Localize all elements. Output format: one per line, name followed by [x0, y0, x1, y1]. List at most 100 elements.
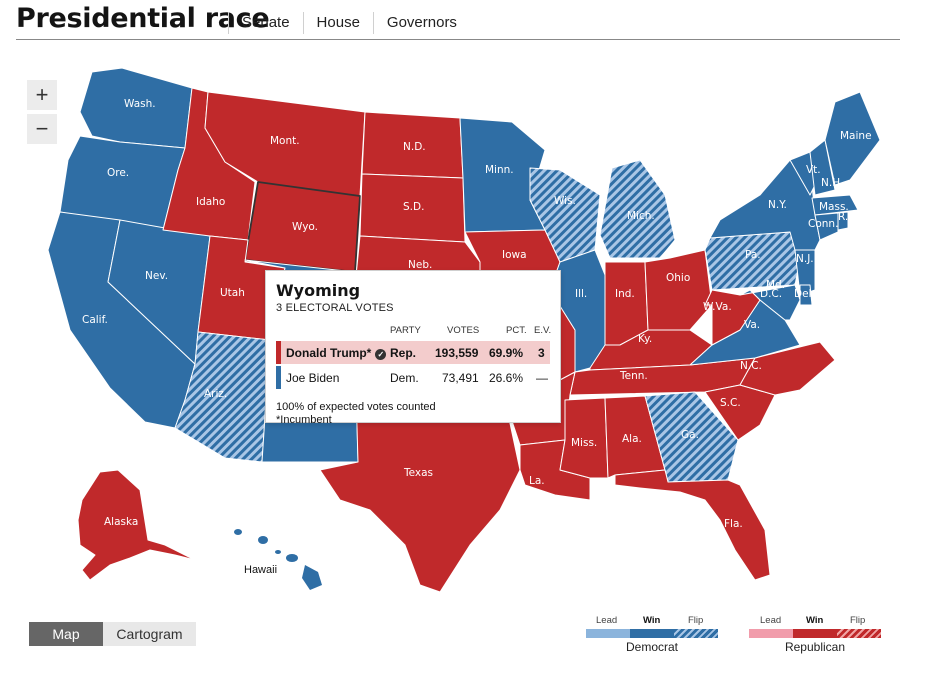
label-ga: Ga. — [681, 429, 699, 441]
state-mich[interactable] — [599, 159, 676, 259]
dem-win-swatch — [630, 629, 674, 638]
state-sc[interactable] — [704, 384, 776, 441]
label-ky: Ky. — [638, 333, 652, 345]
label-maine: Maine — [840, 130, 872, 142]
label-ore: Ore. — [107, 167, 129, 179]
dem-flip-swatch — [674, 629, 718, 638]
legend-flip: Flip — [688, 615, 704, 626]
democrat-legend: Lead Win Flip Democrat — [586, 615, 718, 654]
candidate-votes: 73,491 — [442, 371, 479, 385]
label-nev: Nev. — [145, 270, 168, 282]
label-ariz: Ariz. — [204, 388, 227, 400]
state-conn[interactable] — [814, 212, 839, 241]
page-header: Presidential race Senate House Governors — [16, 0, 900, 40]
label-miss: Miss. — [571, 437, 597, 449]
label-ri: R.I. — [838, 211, 855, 223]
cartogram-view-button[interactable]: Cartogram — [103, 622, 196, 646]
candidate-ev: — — [536, 371, 548, 385]
label-nd: N.D. — [403, 141, 426, 153]
zoom-in-button[interactable]: + — [27, 80, 57, 110]
state-ohio[interactable] — [644, 249, 713, 331]
candidate-name: Joe Biden — [286, 371, 340, 385]
legend-lead: Lead — [596, 615, 618, 626]
state-alaska[interactable] — [77, 469, 196, 581]
rep-lead-swatch — [749, 629, 793, 638]
label-wva: W.Va. — [703, 301, 732, 313]
legend-win: Win — [806, 615, 824, 626]
label-wyo: Wyo. — [292, 221, 318, 233]
label-idaho: Idaho — [196, 196, 225, 208]
label-la: La. — [529, 475, 545, 487]
header-ev: E.V. — [534, 325, 552, 336]
label-wis: Wis. — [554, 195, 576, 207]
legend-swatches — [586, 629, 718, 638]
label-utah: Utah — [220, 287, 245, 299]
candidate-votes: 193,559 — [435, 346, 479, 360]
label-neb: Neb. — [408, 259, 432, 271]
state-md[interactable] — [739, 284, 801, 321]
state-labels: Wash. Ore. Calif. Nev. Idaho Mont. Wyo. … — [82, 98, 872, 576]
label-mont: Mont. — [270, 135, 300, 147]
tab-house[interactable]: House — [302, 12, 373, 34]
tooltip-table-header: PARTY VOTES PCT. E.V. — [276, 323, 552, 339]
winner-check-icon: ✓ — [375, 349, 387, 360]
tab-governors[interactable]: Governors — [372, 12, 470, 34]
rep-win-swatch — [793, 629, 837, 638]
label-sd: S.D. — [403, 201, 424, 213]
legend-flip: Flip — [850, 615, 866, 626]
zoom-out-button[interactable]: − — [27, 114, 57, 144]
label-fla: Fla. — [724, 518, 743, 530]
state-fla[interactable] — [614, 469, 771, 581]
race-tabs: Senate House Governors — [228, 12, 470, 34]
candidate-party: Dem. — [390, 371, 419, 385]
label-texas: Texas — [403, 467, 433, 479]
header-votes: VOTES — [447, 325, 480, 336]
map-view-button[interactable]: Map — [29, 622, 103, 646]
label-ill: Ill. — [575, 288, 587, 300]
label-nj: N.J. — [796, 253, 814, 265]
candidate-row-trump: Donald Trump* ✓ Rep. 193,559 69.9% 3 — [276, 341, 550, 364]
label-minn: Minn. — [485, 164, 514, 176]
header-pct: PCT. — [506, 325, 527, 336]
candidate-name: Donald Trump* ✓ — [286, 346, 387, 360]
state-mass[interactable] — [811, 194, 859, 216]
label-hawaii: Hawaii — [244, 564, 277, 576]
dem-lead-swatch — [586, 629, 630, 638]
state-maine[interactable] — [824, 91, 881, 186]
candidate-ev: 3 — [538, 346, 545, 360]
header-party: PARTY — [390, 325, 421, 336]
page-title: Presidential race — [16, 3, 270, 34]
label-dc: D.C. — [760, 288, 782, 300]
tooltip-state-name: Wyoming — [276, 281, 361, 300]
label-del: Del. — [794, 288, 815, 300]
view-toggle: Map Cartogram — [29, 622, 196, 646]
label-wash: Wash. — [124, 98, 156, 110]
legend-lead: Lead — [760, 615, 782, 626]
legend-democrat: Democrat — [625, 640, 678, 654]
state-nh[interactable] — [809, 139, 836, 196]
votes-counted-note: 100% of expected votes counted — [276, 401, 436, 413]
label-calif: Calif. — [82, 314, 108, 326]
tab-senate[interactable]: Senate — [228, 12, 303, 34]
state-ri[interactable] — [837, 211, 849, 231]
state-hawaii[interactable] — [234, 529, 322, 590]
label-conn: Conn. — [808, 218, 838, 230]
label-nc: N.C. — [740, 360, 762, 372]
label-iowa: Iowa — [502, 249, 527, 261]
label-alaska: Alaska — [104, 516, 138, 528]
republican-legend: Lead Win Flip Republican — [749, 615, 881, 654]
legend-labels: Lead Win Flip — [749, 615, 881, 627]
candidate-row-biden: Joe Biden Dem. 73,491 26.6% — — [276, 366, 550, 389]
tooltip-note: 100% of expected votes counted *Incumben… — [276, 401, 550, 427]
legend-republican: Republican — [784, 640, 846, 654]
state-pa[interactable] — [704, 231, 801, 291]
dem-color-bar — [276, 366, 281, 389]
label-mich: Mich. — [627, 210, 655, 222]
label-va: Va. — [744, 319, 760, 331]
tooltip-electoral-votes: 3 ELECTORAL VOTES — [276, 302, 394, 314]
label-md: Md. — [766, 279, 785, 291]
state-del[interactable] — [799, 284, 813, 306]
label-ny: N.Y. — [768, 199, 787, 211]
state-tooltip: Wyoming 3 ELECTORAL VOTES PARTY VOTES PC… — [265, 270, 561, 426]
label-ohio: Ohio — [666, 272, 690, 284]
